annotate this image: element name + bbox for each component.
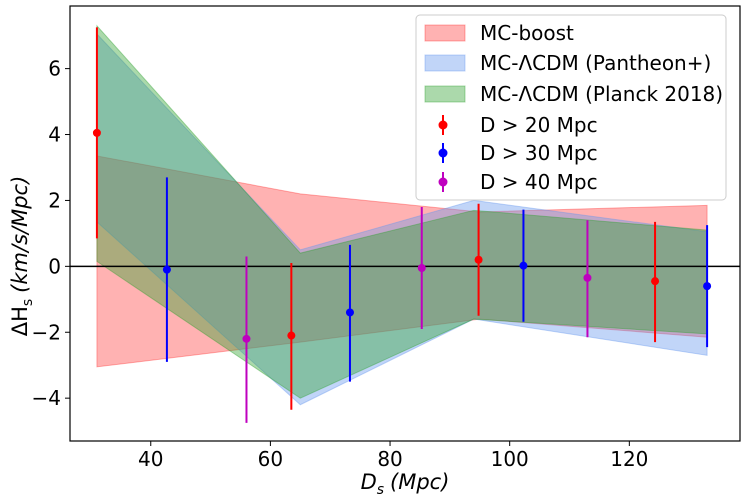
x-ticks: 40 60 80 100 120 [138,441,648,471]
point-s0-p3 [651,277,660,286]
point-s1-p0 [162,265,171,274]
point-s1-p2 [519,261,528,270]
y-tick-label: 2 [48,188,61,212]
y-tick-label: 6 [48,57,61,81]
y-tick-label: −2 [32,320,61,344]
point-s2-p2 [583,273,592,282]
legend-label-d20: D > 20 Mpc [480,113,598,137]
point-s0-p2 [474,255,483,264]
legend: MC-boost MC-ΛCDM (Pantheon+) MC-ΛCDM (Pl… [415,14,727,201]
legend-label-pantheon: MC-ΛCDM (Pantheon+) [480,51,711,75]
x-axis-label: Ds (Mpc) [361,470,450,498]
point-s0-p1 [287,331,296,340]
legend-label-mc-boost: MC-boost [480,21,574,45]
band-1 [96,32,708,406]
legend-label-planck: MC-ΛCDM (Planck 2018) [480,82,723,106]
point-s2-p0 [242,334,251,343]
y-tick-label: −4 [32,386,61,410]
point-s1-p3 [703,282,712,291]
point-s1-p1 [345,308,354,317]
legend-marker-d20 [438,120,448,130]
y-tick-label: 0 [48,254,61,278]
x-tick-label: 40 [138,447,163,471]
legend-marker-d40 [438,177,448,187]
legend-swatch-pantheon [424,54,466,72]
x-tick-label: 100 [491,447,529,471]
x-tick-label: 60 [258,447,283,471]
x-tick-label: 80 [377,447,402,471]
legend-swatch-mc-boost [424,24,466,42]
legend-marker-d30 [438,148,448,158]
legend-box [415,14,727,201]
legend-swatch-planck [424,85,466,103]
y-ticks: −4 −2 0 2 4 6 [32,57,70,410]
point-s0-p0 [92,128,101,137]
y-tick-label: 4 [48,123,61,147]
point-s2-p1 [417,263,426,272]
x-tick-label: 120 [610,447,648,471]
y-axis-label: ΔHs(km/s/Mpc) [8,176,36,337]
plot-frame [69,5,741,442]
data-points [92,27,712,423]
legend-label-d30: D > 30 Mpc [480,141,598,165]
legend-label-d40: D > 40 Mpc [480,170,598,194]
